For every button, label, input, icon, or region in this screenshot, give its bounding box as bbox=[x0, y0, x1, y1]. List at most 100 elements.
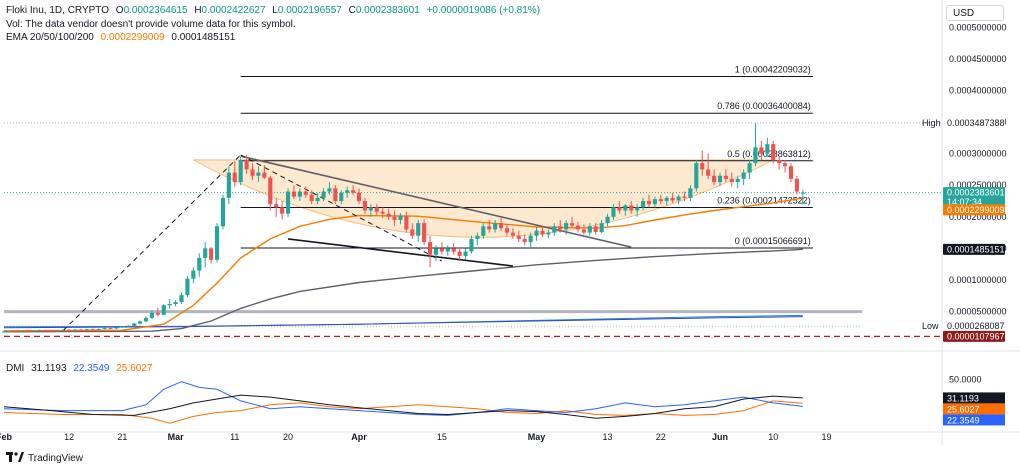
candle bbox=[522, 234, 527, 246]
candle-body bbox=[280, 207, 285, 214]
ema-legend[interactable]: EMA 20/50/100/200 0.0002299009 0.0001485… bbox=[6, 32, 235, 44]
candle-body bbox=[90, 329, 95, 331]
candle-body bbox=[528, 235, 533, 243]
candle bbox=[759, 140, 764, 160]
candle bbox=[262, 164, 267, 179]
candle bbox=[161, 303, 166, 316]
candle bbox=[356, 188, 362, 205]
candle bbox=[220, 194, 226, 230]
candle bbox=[593, 223, 598, 235]
candle-body bbox=[114, 327, 119, 329]
candle bbox=[652, 196, 657, 208]
candle-body bbox=[652, 199, 657, 205]
candle-body bbox=[688, 188, 693, 198]
candle-body bbox=[274, 204, 279, 208]
candle-body bbox=[422, 223, 427, 243]
candle bbox=[682, 191, 687, 202]
candle-body bbox=[617, 207, 622, 211]
candle bbox=[416, 219, 421, 243]
candle-body bbox=[327, 188, 332, 192]
candle bbox=[238, 156, 243, 186]
candle-body bbox=[516, 235, 521, 239]
price-label-high-value: 0.0003487388 bbox=[947, 118, 1005, 128]
candle-body bbox=[646, 201, 652, 205]
candle bbox=[132, 322, 137, 327]
price-label-red-bg bbox=[943, 330, 1005, 342]
dmi-plus-value: 22.3549 bbox=[73, 363, 110, 374]
candle bbox=[209, 247, 214, 264]
candle-body bbox=[593, 226, 598, 232]
candle bbox=[78, 328, 83, 331]
dmi-adx-value: 31.1193 bbox=[31, 363, 67, 374]
candle bbox=[179, 292, 184, 304]
fib-label-0.786: 0.786 (0.00036400084) bbox=[717, 101, 811, 111]
candle bbox=[31, 330, 36, 332]
candle-body bbox=[706, 169, 711, 176]
candle bbox=[404, 211, 409, 233]
ema200-value: 0.0001485151 bbox=[171, 32, 236, 43]
candle bbox=[250, 163, 255, 181]
candle-body bbox=[717, 175, 723, 183]
price-label-last-bg bbox=[943, 187, 1005, 208]
candle bbox=[7, 330, 12, 333]
candle bbox=[658, 194, 663, 205]
candle bbox=[623, 204, 628, 216]
candle bbox=[143, 316, 149, 323]
candle bbox=[498, 218, 504, 231]
candle-body bbox=[670, 197, 675, 201]
candle-body bbox=[149, 312, 155, 318]
candle-body bbox=[167, 303, 172, 306]
symbol-name[interactable]: Floki Inu, 1D, CRYPTO bbox=[6, 5, 109, 16]
candle bbox=[469, 235, 474, 254]
candle-body bbox=[108, 328, 113, 330]
price-label-last-countdown: 14:07:34 bbox=[947, 197, 982, 207]
candle bbox=[504, 224, 510, 236]
candle bbox=[49, 329, 54, 332]
candle bbox=[481, 223, 486, 239]
candle-body bbox=[214, 226, 220, 260]
dmi-minus-value: 25.6027 bbox=[116, 363, 153, 374]
candle bbox=[61, 329, 66, 331]
candle bbox=[777, 156, 782, 170]
dmi-label-plus-bg bbox=[943, 414, 1005, 426]
candle-body bbox=[380, 211, 385, 214]
candle-body bbox=[629, 205, 634, 211]
candle bbox=[635, 204, 640, 217]
price-label-ema200-bg bbox=[943, 243, 1005, 255]
candle-body bbox=[457, 251, 462, 256]
candle bbox=[374, 204, 379, 215]
candle-body bbox=[19, 330, 24, 332]
dmi-label: DMI bbox=[6, 363, 25, 374]
candle-body bbox=[723, 175, 728, 179]
candle-body bbox=[664, 197, 669, 202]
candle-body bbox=[209, 248, 214, 260]
candle-body bbox=[132, 323, 137, 326]
candle bbox=[540, 226, 545, 238]
price-label-last-value: 0.0002383601 bbox=[947, 188, 1005, 198]
candle bbox=[516, 230, 521, 243]
candle-body bbox=[481, 226, 486, 236]
candle-body bbox=[13, 331, 18, 333]
candle bbox=[173, 300, 178, 307]
tradingview-brand[interactable]: TradingView bbox=[6, 452, 83, 464]
time-tick-label: Apr bbox=[351, 432, 367, 442]
candle-body bbox=[285, 191, 291, 214]
candle bbox=[564, 219, 569, 235]
price-label-low-value: 0.0000268087 bbox=[947, 321, 1005, 331]
candle bbox=[191, 267, 196, 284]
candle bbox=[67, 329, 72, 331]
candle bbox=[55, 330, 60, 332]
candle-body bbox=[309, 194, 314, 202]
candle bbox=[114, 326, 119, 329]
currency-button[interactable]: USD bbox=[946, 5, 1004, 21]
price-tick-label: 0.0002500000 bbox=[949, 180, 1007, 190]
candle bbox=[120, 326, 125, 328]
candle-body bbox=[185, 278, 190, 296]
candle bbox=[203, 242, 208, 268]
candle bbox=[274, 197, 279, 217]
candle bbox=[126, 325, 131, 328]
dashed-retrace-line bbox=[240, 154, 443, 262]
candle bbox=[327, 182, 332, 195]
dmi-legend[interactable]: DMI 31.1193 22.3549 25.6027 bbox=[6, 363, 152, 375]
